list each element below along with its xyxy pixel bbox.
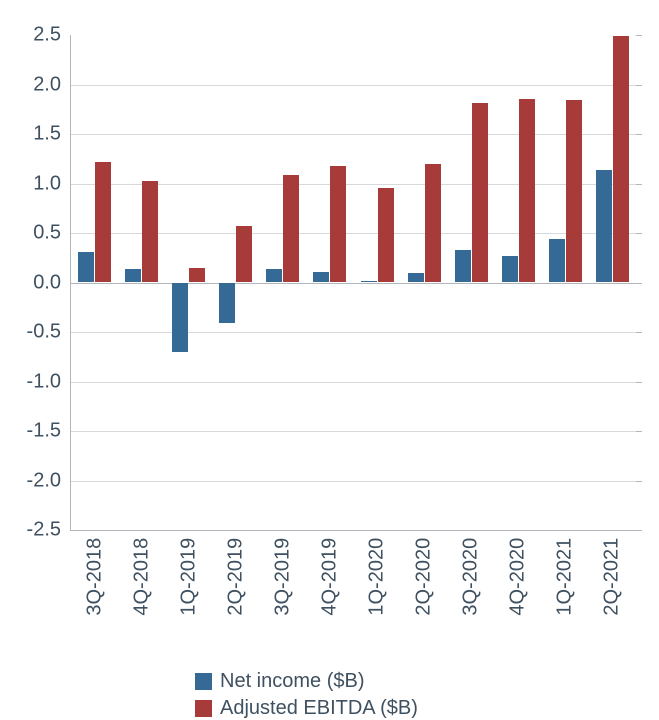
y-tick-label: 1.5 (33, 123, 71, 146)
bar (219, 283, 235, 324)
y-tick-label: -2.0 (27, 469, 71, 492)
grid-line (71, 481, 636, 482)
bar (378, 188, 394, 282)
bar (172, 283, 188, 352)
x-tick-label: 4Q-2020 (507, 538, 530, 616)
legend-item: Net income ($B) (195, 670, 418, 693)
x-tick-label: 2Q-2019 (224, 538, 247, 616)
bar (78, 252, 94, 283)
x-tick-label: 1Q-2021 (554, 538, 577, 616)
legend: Net income ($B) Adjusted EBITDA ($B) (195, 670, 418, 720)
x-tick-label: 2Q-2021 (601, 538, 624, 616)
right-tick (636, 481, 642, 482)
y-tick-label: 0.0 (33, 271, 71, 294)
right-tick (636, 233, 642, 234)
grid-line (71, 283, 636, 284)
right-tick (636, 184, 642, 185)
bar (283, 175, 299, 283)
right-tick (636, 431, 642, 432)
x-tick-label: 4Q-2019 (318, 538, 341, 616)
bar (125, 269, 141, 283)
plot-area: 2.52.01.51.00.50.0-0.5-1.0-1.5-2.0-2.53Q… (70, 35, 636, 531)
legend-swatch (195, 673, 212, 690)
bar (95, 162, 111, 283)
bar (455, 250, 471, 283)
right-tick (636, 85, 642, 86)
y-tick-label: 0.5 (33, 222, 71, 245)
x-tick-label: 3Q-2019 (271, 538, 294, 616)
bar (236, 226, 252, 282)
bar (596, 170, 612, 283)
x-tick-label: 2Q-2020 (413, 538, 436, 616)
quarterly-financials-chart: 2.5 2.0 1.5 1.0 0.5 0.0 -0.5 -1.0 -1.5 -2.0 -2.5 3Q… (0, 0, 659, 720)
legend-item: Adjusted EBITDA ($B) (195, 697, 418, 720)
x-tick-label: 1Q-2019 (177, 538, 200, 616)
y-tick-label: 2.5 (33, 24, 71, 47)
x-tick-label: 3Q-2018 (83, 538, 106, 616)
y-tick-label: -1.5 (27, 420, 71, 443)
bar (330, 166, 346, 283)
legend-label: Net income ($B) (220, 670, 365, 693)
legend-label: Adjusted EBITDA ($B) (220, 697, 418, 720)
y-tick-label: 2.0 (33, 73, 71, 96)
grid-line (71, 382, 636, 383)
x-tick-label: 1Q-2020 (366, 538, 389, 616)
x-tick-label: 4Q-2018 (130, 538, 153, 616)
grid-line (71, 85, 636, 86)
right-tick (636, 382, 642, 383)
bar (142, 181, 158, 283)
grid-line (71, 134, 636, 135)
legend-swatch (195, 700, 212, 717)
x-tick-label: 3Q-2020 (460, 538, 483, 616)
bar (472, 103, 488, 282)
y-tick-label: -0.5 (27, 321, 71, 344)
bar (313, 272, 329, 283)
right-tick (636, 283, 642, 284)
bar (613, 36, 629, 283)
y-tick-label: -1.0 (27, 370, 71, 393)
bar (502, 256, 518, 283)
right-tick (636, 134, 642, 135)
y-tick-label: 1.0 (33, 172, 71, 195)
bar (189, 268, 205, 283)
right-tick (636, 530, 642, 531)
grid-line (71, 431, 636, 432)
right-tick (636, 35, 642, 36)
bar (519, 99, 535, 282)
bar (549, 239, 565, 283)
bar (361, 281, 377, 283)
bar (266, 269, 282, 283)
bar (408, 273, 424, 283)
grid-line (71, 332, 636, 333)
y-tick-label: -2.5 (27, 519, 71, 542)
right-tick (636, 332, 642, 333)
bar (566, 100, 582, 282)
bar (425, 164, 441, 283)
